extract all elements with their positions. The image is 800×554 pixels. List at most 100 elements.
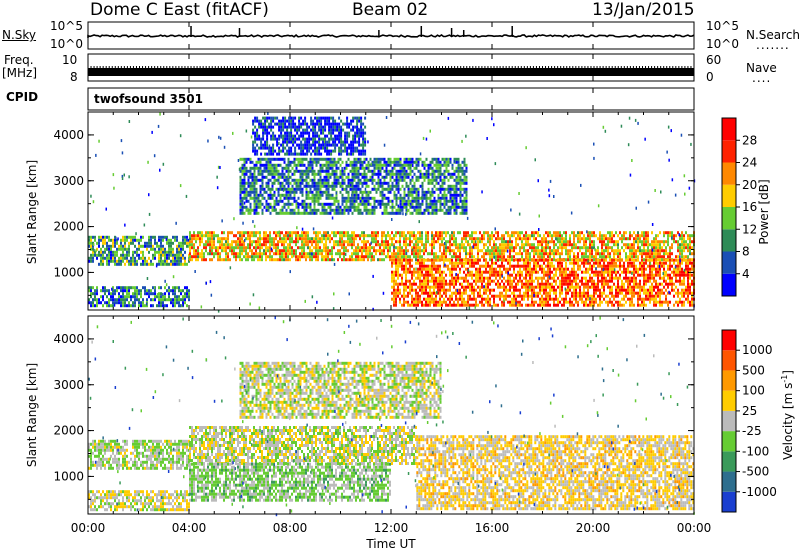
- heatmap-cell: [567, 243, 569, 247]
- heatmap-cell: [241, 169, 244, 173]
- heatmap-cell: [333, 181, 336, 185]
- heatmap-cell: [269, 187, 272, 191]
- heatmap-cell: [399, 300, 401, 304]
- heatmap-cell: [381, 157, 384, 161]
- heatmap-cell: [657, 234, 659, 238]
- heatmap-cell: [463, 237, 465, 241]
- heatmap-cell: [421, 249, 423, 253]
- heatmap-cell: [174, 262, 176, 266]
- heatmap-cell: [529, 252, 531, 256]
- heatmap-cell: [269, 157, 272, 161]
- heatmap-cell: [489, 303, 491, 307]
- heatmap-cell: [439, 258, 441, 262]
- heatmap-cell: [643, 234, 645, 238]
- heatmap-cell: [489, 288, 491, 292]
- heatmap-cell: [489, 273, 491, 277]
- heatmap-cell: [170, 247, 172, 251]
- heatmap-cell: [128, 286, 130, 290]
- heatmap-cell: [545, 303, 547, 307]
- heatmap-cell: [331, 163, 334, 167]
- heatmap-cell: [383, 157, 386, 161]
- heatmap-cell: [251, 231, 253, 235]
- heatmap-cell: [681, 246, 683, 250]
- heatmap-cell: [273, 205, 276, 209]
- heatmap-cell: [449, 190, 452, 194]
- heatmap-cell: [162, 253, 164, 257]
- heatmap-cell: [413, 231, 415, 235]
- heatmap-cell: [555, 249, 557, 253]
- heatmap-cell: [104, 247, 106, 251]
- heatmap-cell: [489, 282, 491, 286]
- heatmap-cell: [118, 262, 120, 266]
- heatmap-cell: [387, 160, 390, 164]
- heatmap-cell: [483, 246, 485, 250]
- heatmap-cell: [419, 184, 422, 188]
- heatmap-cell: [547, 264, 549, 268]
- heatmap-cell: [521, 282, 523, 286]
- heatmap-cell: [94, 298, 96, 302]
- heatmap-cell: [411, 282, 413, 286]
- heatmap-cell: [655, 234, 657, 238]
- heatmap-cell: [497, 270, 499, 274]
- heatmap-cell: [114, 244, 116, 248]
- heatmap-cell: [178, 247, 180, 251]
- heatmap-cell: [421, 261, 423, 265]
- heatmap-cell: [499, 285, 501, 289]
- heatmap-cell: [132, 235, 134, 239]
- heatmap-cell: [102, 295, 104, 299]
- heatmap-cell: [128, 289, 130, 293]
- heatmap-cell: [601, 249, 603, 253]
- heatmap-cell: [243, 243, 245, 247]
- heatmap-cell: [299, 184, 302, 188]
- heatmap-cell: [633, 249, 635, 253]
- heatmap-cell: [525, 270, 527, 274]
- heatmap-cell: [461, 193, 464, 197]
- heatmap-cell: [639, 246, 641, 250]
- heatmap-cell: [339, 255, 341, 259]
- heatmap-cell: [547, 303, 549, 307]
- heatmap-cell: [399, 211, 402, 215]
- heatmap-cell: [104, 286, 106, 290]
- heatmap-cell: [184, 235, 186, 239]
- heatmap-cell: [495, 231, 497, 235]
- heatmap-cell: [445, 291, 447, 295]
- heatmap-cell: [413, 166, 416, 170]
- heatmap-cell: [547, 291, 549, 295]
- heatmap-cell: [375, 190, 378, 194]
- heatmap-cell: [172, 292, 174, 296]
- heatmap-cell: [417, 178, 420, 182]
- heatmap-cell: [122, 244, 124, 248]
- heatmap-cell: [485, 282, 487, 286]
- heatmap-cell: [431, 175, 434, 179]
- heatmap-cell: [451, 234, 453, 238]
- heatmap-cell: [389, 175, 392, 179]
- heatmap-cell: [257, 166, 260, 170]
- heatmap-cell: [108, 289, 110, 293]
- heatmap-cell: [126, 250, 128, 254]
- heatmap-cell: [375, 157, 378, 161]
- heatmap-cell: [285, 240, 287, 244]
- heatmap-cell: [521, 294, 523, 298]
- heatmap-cell: [299, 252, 301, 256]
- heatmap-cell: [443, 163, 446, 167]
- heatmap-cell: [421, 264, 423, 268]
- heatmap-cell: [333, 157, 336, 161]
- heatmap-cell: [607, 240, 609, 244]
- heatmap-cell: [501, 291, 503, 295]
- heatmap-cell: [387, 243, 389, 247]
- heatmap-cell: [421, 160, 424, 164]
- heatmap-cell: [393, 163, 396, 167]
- heatmap-cell: [411, 169, 414, 173]
- heatmap-cell: [439, 178, 442, 182]
- heatmap-cell: [269, 237, 271, 241]
- heatmap-cell: [429, 303, 431, 307]
- heatmap-cell: [493, 303, 495, 307]
- heatmap-cell: [361, 202, 364, 206]
- heatmap-cell: [559, 255, 561, 259]
- heatmap-cell: [437, 291, 439, 295]
- heatmap-cell: [491, 234, 493, 238]
- heatmap-cell: [267, 160, 270, 164]
- heatmap-cell: [124, 295, 126, 299]
- heatmap-cell: [323, 190, 326, 194]
- heatmap-cell: [267, 202, 270, 206]
